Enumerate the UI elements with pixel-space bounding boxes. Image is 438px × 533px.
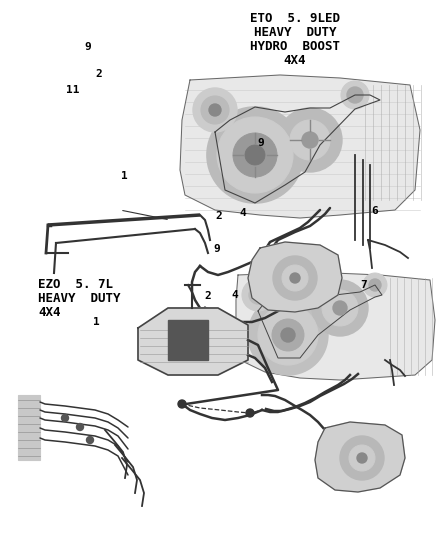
Circle shape bbox=[302, 132, 318, 148]
Circle shape bbox=[61, 415, 68, 422]
Polygon shape bbox=[248, 242, 342, 312]
Text: 11: 11 bbox=[66, 85, 79, 94]
Circle shape bbox=[369, 279, 381, 291]
Polygon shape bbox=[236, 272, 435, 380]
Text: 1: 1 bbox=[121, 171, 128, 181]
Circle shape bbox=[249, 286, 267, 304]
Polygon shape bbox=[315, 422, 405, 492]
Circle shape bbox=[233, 133, 277, 177]
Circle shape bbox=[248, 295, 328, 375]
Text: 9: 9 bbox=[213, 245, 220, 254]
Text: EZO  5. 7L: EZO 5. 7L bbox=[38, 278, 113, 291]
Circle shape bbox=[333, 301, 347, 315]
Bar bbox=[18, 395, 40, 460]
Text: 2: 2 bbox=[95, 69, 102, 78]
Circle shape bbox=[347, 87, 363, 103]
Text: 1: 1 bbox=[93, 318, 100, 327]
Circle shape bbox=[86, 437, 93, 443]
Circle shape bbox=[312, 280, 368, 336]
Text: HYDRO  BOOST: HYDRO BOOST bbox=[250, 40, 340, 53]
Circle shape bbox=[217, 117, 293, 193]
Circle shape bbox=[273, 256, 317, 300]
Circle shape bbox=[322, 290, 358, 326]
Text: 7: 7 bbox=[360, 280, 367, 290]
Text: 4: 4 bbox=[231, 290, 238, 300]
Polygon shape bbox=[168, 320, 208, 360]
Text: 2: 2 bbox=[205, 291, 212, 301]
Text: ETO  5. 9LED: ETO 5. 9LED bbox=[250, 12, 340, 25]
Circle shape bbox=[341, 81, 369, 109]
Circle shape bbox=[193, 88, 237, 132]
Text: 4X4: 4X4 bbox=[284, 54, 306, 67]
Circle shape bbox=[290, 273, 300, 283]
Circle shape bbox=[278, 108, 342, 172]
Circle shape bbox=[242, 279, 274, 311]
Text: HEAVY  DUTY: HEAVY DUTY bbox=[38, 292, 120, 305]
Circle shape bbox=[272, 319, 304, 351]
Text: 6: 6 bbox=[371, 206, 378, 215]
Text: 4X4: 4X4 bbox=[38, 306, 60, 319]
Text: 4: 4 bbox=[240, 208, 247, 218]
Circle shape bbox=[209, 104, 221, 116]
Text: 9: 9 bbox=[257, 138, 264, 148]
Circle shape bbox=[363, 273, 387, 297]
Polygon shape bbox=[180, 75, 420, 218]
Text: HEAVY  DUTY: HEAVY DUTY bbox=[254, 26, 336, 39]
Circle shape bbox=[258, 305, 318, 365]
Circle shape bbox=[340, 436, 384, 480]
Circle shape bbox=[178, 400, 186, 408]
Circle shape bbox=[282, 265, 308, 291]
Text: 2: 2 bbox=[215, 211, 223, 221]
Text: 9: 9 bbox=[84, 42, 91, 52]
Circle shape bbox=[207, 107, 303, 203]
Circle shape bbox=[246, 409, 254, 417]
Circle shape bbox=[201, 96, 229, 124]
Circle shape bbox=[290, 120, 330, 160]
Polygon shape bbox=[138, 308, 248, 375]
Circle shape bbox=[357, 453, 367, 463]
Circle shape bbox=[281, 328, 295, 342]
Circle shape bbox=[245, 145, 265, 165]
Circle shape bbox=[349, 445, 375, 471]
Circle shape bbox=[77, 424, 84, 431]
